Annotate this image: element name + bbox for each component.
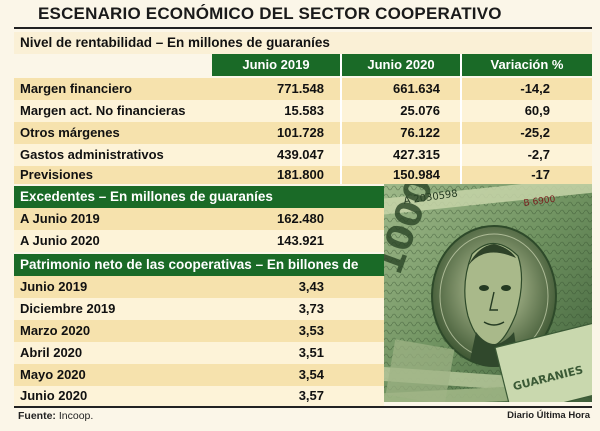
row-label: Abril 2020 xyxy=(20,345,83,360)
value-2020: 76.122 xyxy=(400,125,440,140)
footer-divider xyxy=(14,406,592,408)
source-note: Fuente: Incoop. xyxy=(18,410,93,422)
column-header-junio-2019: Junio 2019 xyxy=(212,54,340,76)
row-label: Previsiones xyxy=(20,167,93,182)
table-row: Marzo 2020 3,53 xyxy=(14,320,384,342)
row-value: 3,53 xyxy=(298,323,324,338)
table-row: Junio 2020 3,57 xyxy=(14,386,384,406)
row-label: A Junio 2020 xyxy=(20,233,100,248)
row-value: 3,57 xyxy=(298,388,324,403)
table-row: Mayo 2020 3,54 xyxy=(14,364,384,386)
variation-value: -14,2 xyxy=(520,81,550,96)
row-label: Marzo 2020 xyxy=(20,323,91,338)
value-2020: 661.634 xyxy=(393,81,440,96)
row-value: 162.480 xyxy=(277,211,324,226)
table-row: Junio 2019 3,43 xyxy=(14,276,384,298)
banknote-illustration: A 2030598 B 6900 100000 GUARANIES xyxy=(384,184,592,402)
value-2019: 15.583 xyxy=(284,103,324,118)
row-label: Junio 2019 xyxy=(20,279,88,294)
row-label: A Junio 2019 xyxy=(20,211,100,226)
table-row: Previsiones 181.800 150.984 -17 xyxy=(14,166,592,184)
value-2019: 101.728 xyxy=(277,125,324,140)
column-divider xyxy=(460,54,462,184)
source-label: Fuente: xyxy=(18,410,56,422)
row-value: 3,54 xyxy=(298,367,324,382)
row-label: Margen financiero xyxy=(20,81,132,96)
svg-text:B 6900: B 6900 xyxy=(523,195,556,209)
section-heading-patrimonio: Patrimonio neto de las cooperativas – En… xyxy=(14,254,384,294)
value-2020: 150.984 xyxy=(393,167,440,182)
row-label: Otros márgenes xyxy=(20,125,120,140)
table-row: Diciembre 2019 3,73 xyxy=(14,298,384,320)
row-value: 3,43 xyxy=(298,279,324,294)
row-label: Diciembre 2019 xyxy=(20,301,116,316)
row-value: 143.921 xyxy=(277,233,324,248)
section-heading-excedentes: Excedentes – En millones de guaraníes xyxy=(14,186,384,208)
row-label: Margen act. No financieras xyxy=(20,103,186,118)
variation-value: -2,7 xyxy=(527,147,550,162)
column-divider xyxy=(340,54,342,184)
value-2020: 25.076 xyxy=(400,103,440,118)
table-row: A Junio 2020 143.921 xyxy=(14,230,384,252)
table-row: Otros márgenes 101.728 76.122 -25,2 xyxy=(14,122,592,144)
variation-value: -17 xyxy=(531,167,550,182)
infographic-title: ESCENARIO ECONÓMICO DEL SECTOR COOPERATI… xyxy=(38,4,502,23)
section-heading-rentabilidad: Nivel de rentabilidad – En millones de g… xyxy=(14,32,592,54)
row-label: Mayo 2020 xyxy=(20,367,86,382)
row-label: Junio 2020 xyxy=(20,388,88,403)
value-2019: 439.047 xyxy=(277,147,324,162)
variation-value: 60,9 xyxy=(524,103,550,118)
publisher-credit: Diario Última Hora xyxy=(507,410,590,421)
table-row: Margen financiero 771.548 661.634 -14,2 xyxy=(14,78,592,100)
row-value: 3,73 xyxy=(298,301,324,316)
table-row: A Junio 2019 162.480 xyxy=(14,208,384,230)
column-header-variacion: Variación % xyxy=(462,54,592,76)
value-2019: 181.800 xyxy=(277,167,324,182)
value-2020: 427.315 xyxy=(393,147,440,162)
title-divider xyxy=(14,27,592,29)
table-row: Margen act. No financieras 15.583 25.076… xyxy=(14,100,592,122)
variation-value: -25,2 xyxy=(520,125,550,140)
row-value: 3,51 xyxy=(298,345,324,360)
row-label: Gastos administrativos xyxy=(20,147,164,162)
column-header-junio-2020: Junio 2020 xyxy=(342,54,460,76)
table-row: Abril 2020 3,51 xyxy=(14,342,384,364)
table-row: Gastos administrativos 439.047 427.315 -… xyxy=(14,144,592,166)
source-value: Incoop. xyxy=(58,410,94,422)
value-2019: 771.548 xyxy=(277,81,324,96)
